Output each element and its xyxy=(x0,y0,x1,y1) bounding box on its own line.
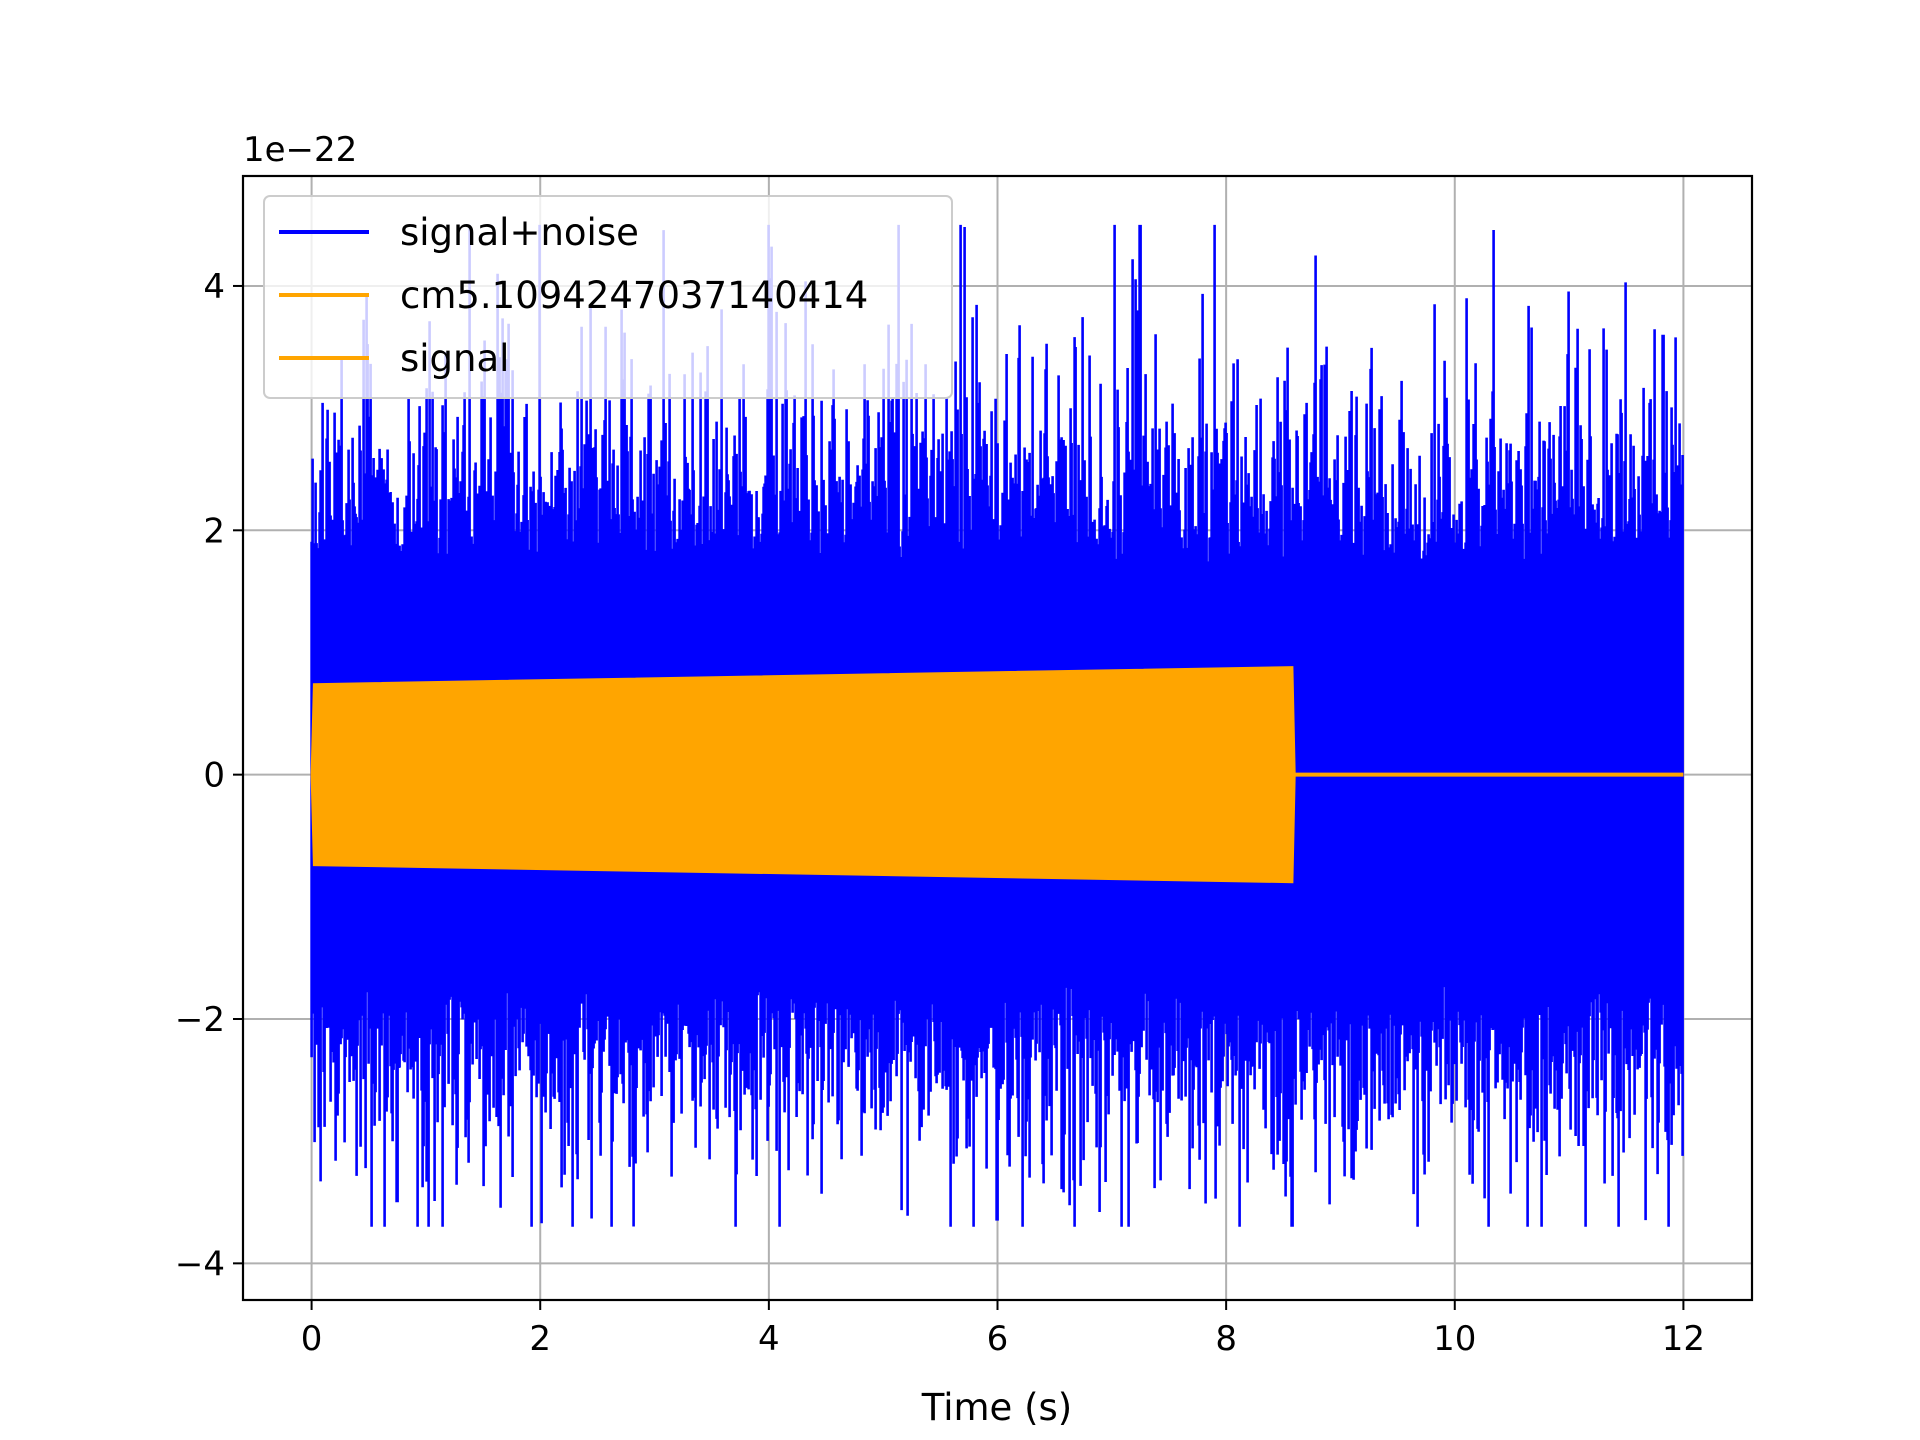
x-tick-label: 0 xyxy=(301,1319,323,1359)
x-tick-label: 6 xyxy=(987,1319,1009,1359)
plot-lines xyxy=(310,224,1684,1227)
x-tick-label: 8 xyxy=(1215,1319,1237,1359)
legend-entry-signal: signal xyxy=(400,337,509,380)
x-tick-label: 10 xyxy=(1433,1319,1476,1359)
y-tick-label: 2 xyxy=(203,511,225,551)
x-axis: 0 2 4 6 8 10 12 xyxy=(301,1300,1705,1359)
y-offset-label: 1e−22 xyxy=(243,130,357,170)
legend-entry-signal-noise: signal+noise xyxy=(400,211,639,254)
x-axis-title: Time (s) xyxy=(921,1386,1072,1429)
legend-entry-cm5: cm5.1094247037140414 xyxy=(400,274,868,317)
legend-box xyxy=(263,195,953,399)
y-tick-label: 0 xyxy=(203,756,225,796)
y-tick-label: −2 xyxy=(175,1000,225,1040)
x-tick-label: 4 xyxy=(758,1319,780,1359)
y-tick-label: −4 xyxy=(175,1244,225,1284)
series-signal xyxy=(310,666,1296,884)
y-tick-label: 4 xyxy=(203,267,225,307)
legend: signal+noise cm5.1094247037140414 signal xyxy=(263,195,953,399)
x-tick-label: 2 xyxy=(529,1319,551,1359)
x-tick-label: 12 xyxy=(1662,1319,1705,1359)
y-axis: −4 −2 0 2 4 xyxy=(175,267,243,1284)
